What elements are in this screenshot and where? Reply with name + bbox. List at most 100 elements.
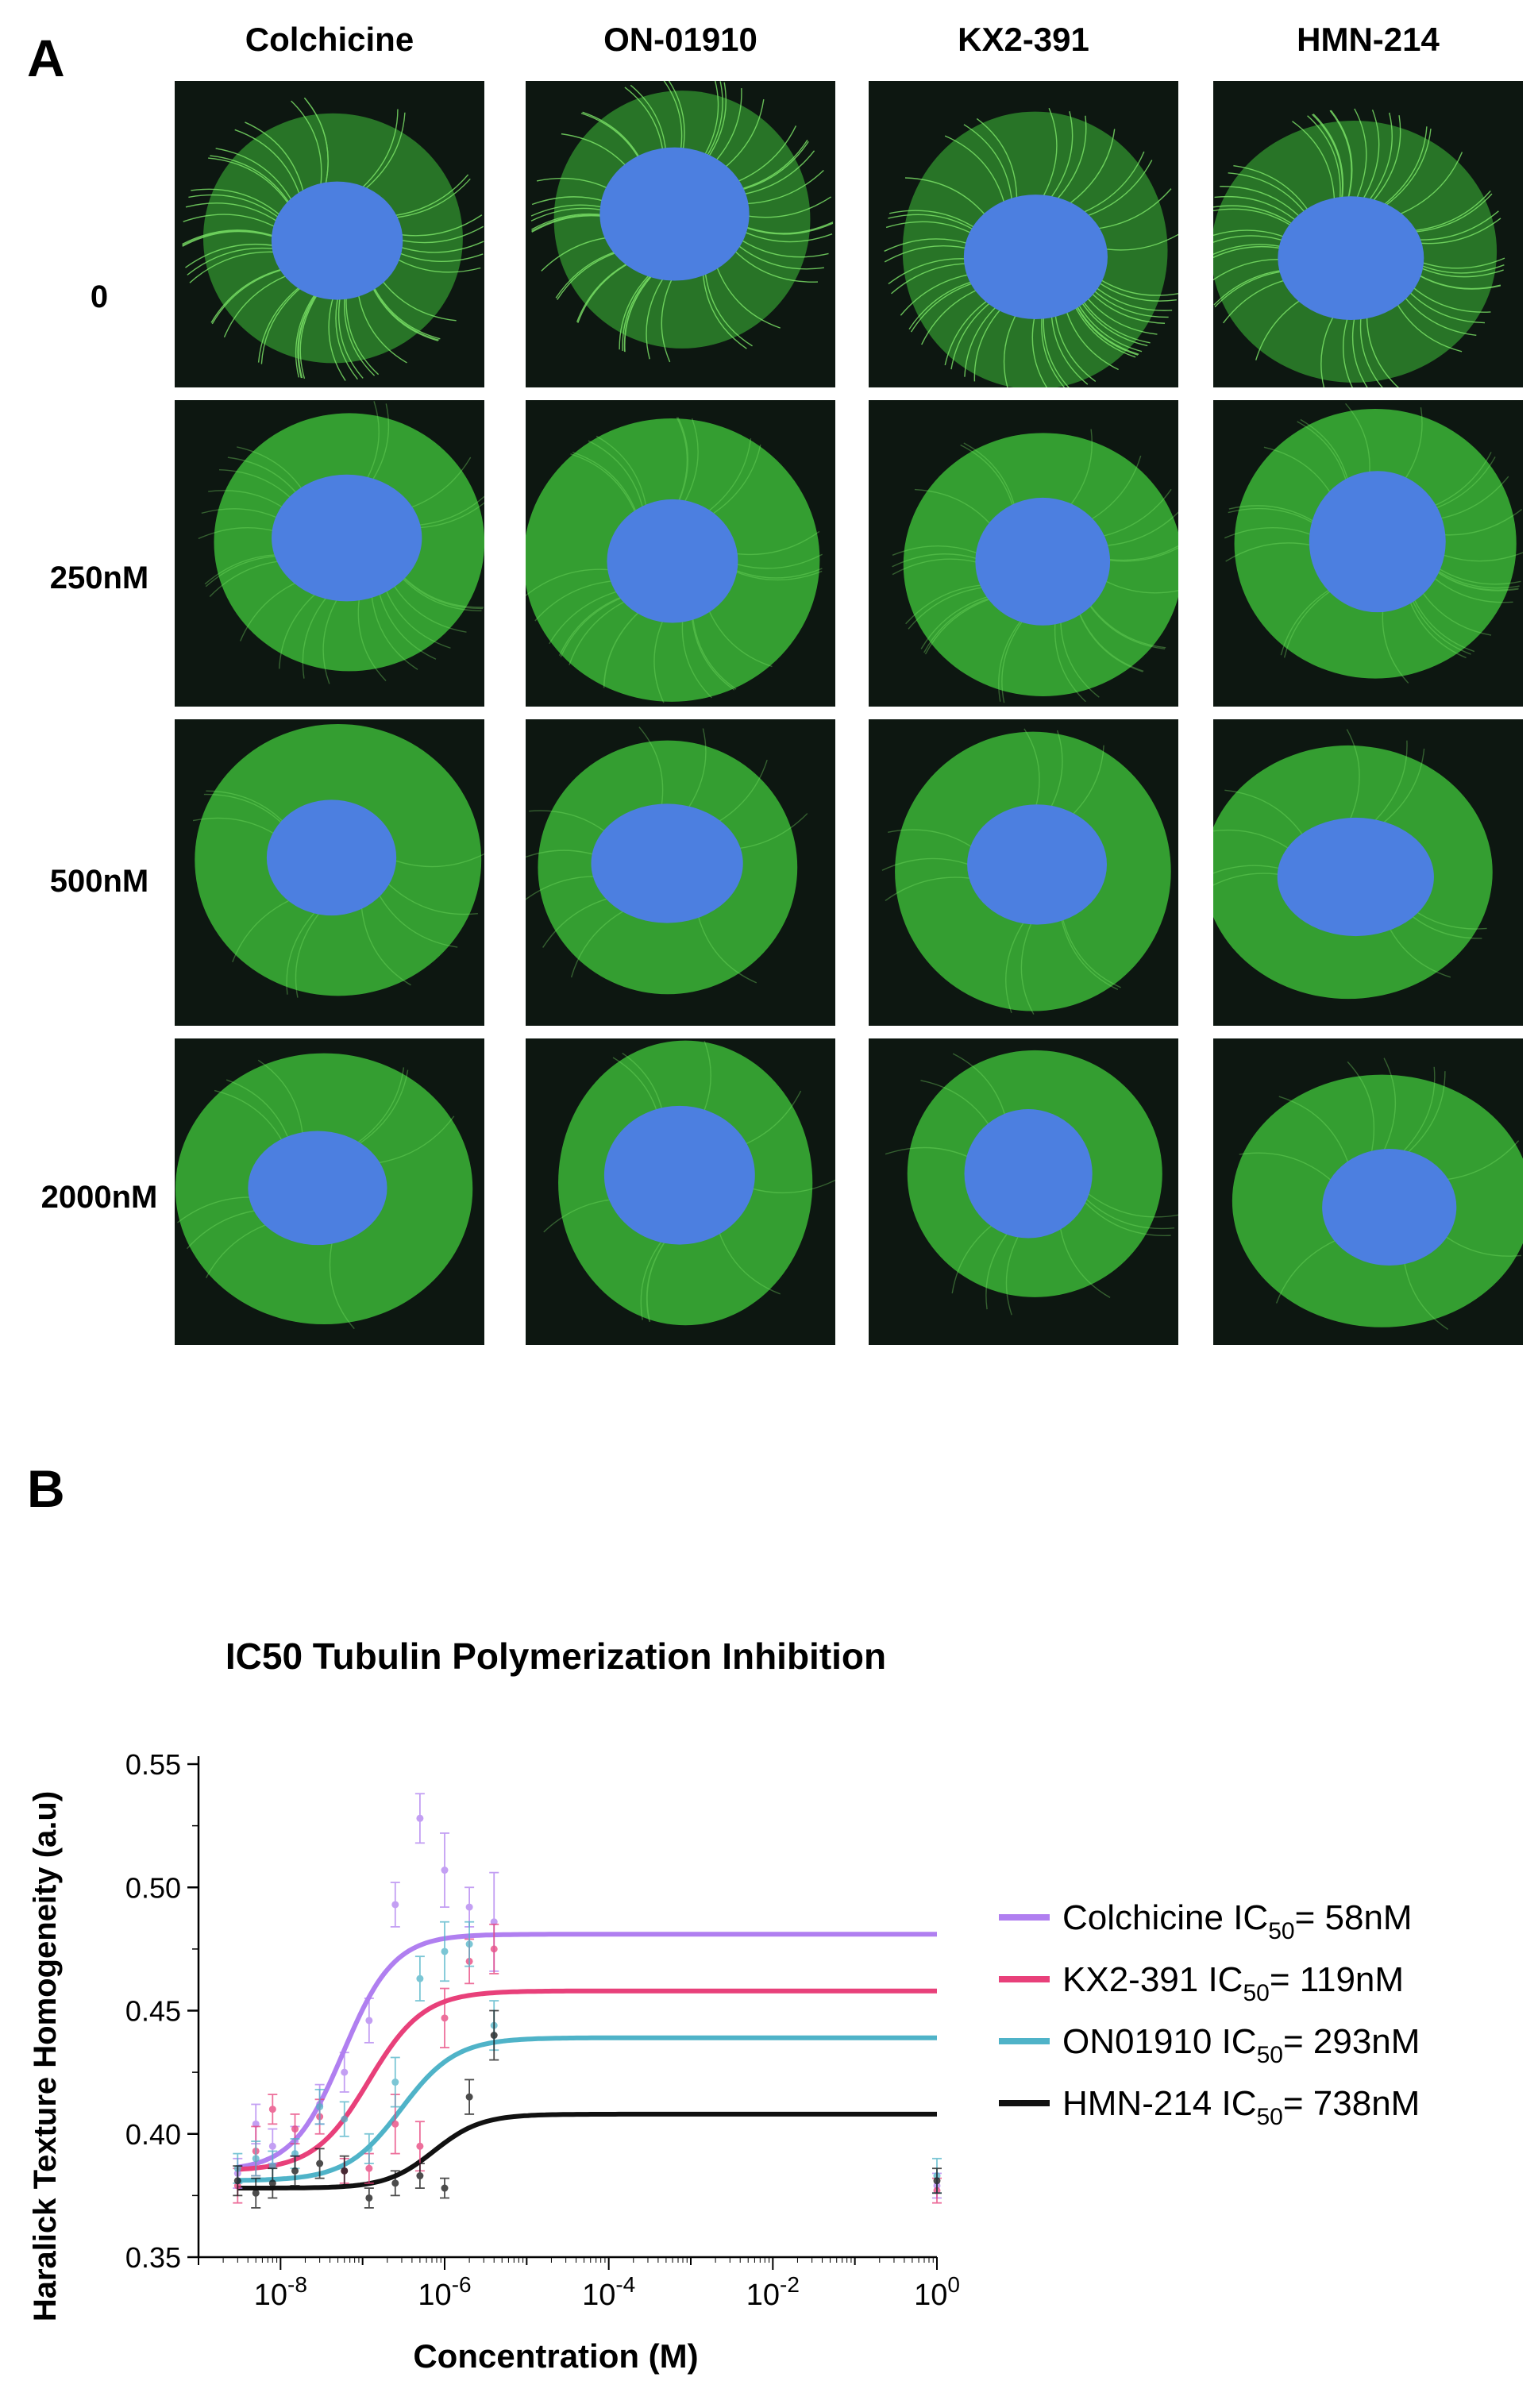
fit-curves (237, 1932, 937, 2190)
legend-item-hmn-214: HMN-214 IC50= 738nM (999, 2084, 1420, 2130)
y-tick-label: 0.40 (125, 2118, 181, 2151)
nucleus (1309, 471, 1446, 613)
data-point-hmn-214 (464, 2079, 475, 2115)
y-tick-label: 0.45 (125, 1995, 181, 2028)
data-point-on01910 (440, 1921, 449, 1982)
micrograph-on-01910-2000nm (526, 1038, 835, 1345)
data-point-on01910 (464, 1921, 475, 1967)
row-label-250nm: 250nM (49, 561, 149, 595)
data-point-on01910 (364, 2133, 374, 2164)
x-axis-label: Concentration (M) (413, 2337, 698, 2375)
data-point-on01910 (390, 2056, 400, 2108)
nucleus (603, 1105, 755, 1245)
fit-curve-on01910 (237, 2035, 937, 2183)
data-point-hmn-214 (414, 2163, 425, 2189)
legend: Colchicine IC50= 58nM KX2-391 IC50= 119nM… (999, 1898, 1420, 2130)
legend-item-colchicine: Colchicine IC50= 58nM (999, 1898, 1413, 1944)
fit-curve-kx2-391 (237, 1988, 937, 2172)
nucleus (1277, 817, 1434, 937)
nucleus (1322, 1149, 1457, 1266)
nucleus (591, 803, 743, 923)
data-point-kx2-391 (440, 1987, 449, 2048)
column-label-colchicine: Colchicine (245, 21, 414, 58)
nucleus (599, 147, 750, 281)
legend-label: Colchicine IC50= 58nM (1062, 1898, 1413, 1944)
data-point-hmn-214 (233, 2165, 243, 2197)
micrograph-hmn-214-2000nm (1213, 1038, 1523, 1345)
fit-curve-colchicine (237, 1932, 937, 2170)
micrograph-kx2-391-0 (869, 81, 1178, 387)
micrograph-kx2-391-250nm (869, 400, 1178, 707)
data-points (233, 1793, 942, 2209)
micrograph-on-01910-250nm (526, 400, 835, 707)
nucleus (272, 474, 422, 602)
data-point-hmn-214 (489, 2009, 499, 2061)
row-label-2000nm: 2000nM (40, 1180, 158, 1215)
x-tick-label: 10-2 (746, 2272, 800, 2312)
micrograph-kx2-391-2000nm (869, 1038, 1178, 1345)
x-tick-label: 10-6 (418, 2272, 471, 2312)
y-tick-label: 0.35 (125, 2241, 181, 2274)
micrograph-hmn-214-250nm (1213, 400, 1523, 707)
column-label-on-01910: ON-01910 (603, 21, 757, 58)
nucleus (271, 181, 403, 300)
data-point-hmn-214 (339, 2155, 349, 2186)
micrograph-colchicine-500nm (175, 719, 484, 1026)
axes: 0.35 0.40 0.45 0.50 0.55 10-8 10-6 10-4 10-2 100 (125, 1748, 960, 2312)
data-point-colchicine (464, 1886, 475, 1928)
data-point-hmn-214 (290, 2155, 300, 2186)
panel-b: B IC50 Tubulin Polymerization Inhibition… (0, 1462, 1538, 2408)
nucleus (967, 804, 1108, 925)
micrograph-colchicine-2000nm (175, 1038, 484, 1345)
legend-label: ON01910 IC50= 293nM (1062, 2022, 1420, 2068)
legend-item-on01910: ON01910 IC50= 293nM (999, 2022, 1420, 2068)
fit-curve-hmn-214 (237, 2111, 937, 2190)
ic50-chart: IC50 Tubulin Polymerization Inhibition C… (28, 1636, 1420, 2375)
data-point-hmn-214 (314, 2148, 325, 2179)
data-point-hmn-214 (390, 2170, 400, 2197)
data-point-hmn-214 (932, 2167, 942, 2194)
micrograph-on-01910-500nm (526, 719, 835, 1026)
panel-b-label: B (27, 1459, 65, 1518)
data-point-on01910 (414, 1955, 425, 2002)
legend-label: KX2-391 IC50= 119nM (1062, 1960, 1404, 2006)
data-point-hmn-214 (251, 2177, 261, 2209)
data-point-colchicine (440, 1832, 449, 1908)
legend-item-kx2-391: KX2-391 IC50= 119nM (999, 1960, 1404, 2006)
data-point-colchicine (390, 1882, 400, 1928)
panel-a-label: A (27, 29, 65, 87)
data-point-colchicine (414, 1793, 425, 1844)
micrograph-colchicine-0 (175, 81, 484, 387)
x-tick-label: 10-4 (582, 2272, 635, 2312)
micrograph-hmn-214-0 (1213, 81, 1523, 387)
data-point-colchicine (339, 2052, 349, 2093)
data-point-kx2-391 (489, 1923, 499, 1975)
data-point-on01910 (314, 2088, 325, 2125)
nucleus (266, 799, 397, 916)
micrograph-colchicine-250nm (175, 400, 484, 707)
x-tick-label: 100 (914, 2272, 960, 2312)
data-point-on01910 (339, 2101, 349, 2137)
chart-title: IC50 Tubulin Polymerization Inhibition (225, 1636, 886, 1677)
nucleus (975, 497, 1111, 626)
nucleus (964, 1109, 1093, 1239)
x-tick-label: 10-8 (254, 2272, 307, 2312)
data-point-hmn-214 (440, 2177, 449, 2199)
nucleus (1278, 196, 1424, 321)
nucleus (963, 195, 1108, 320)
data-point-hmn-214 (364, 2187, 374, 2209)
data-point-colchicine (364, 1998, 374, 2044)
data-point-kx2-391 (364, 2152, 374, 2184)
nucleus (607, 499, 738, 623)
y-axis-label: Haralick Texture Homogeneity (a.u) (28, 1791, 63, 2321)
micrograph-hmn-214-500nm (1213, 719, 1523, 1026)
data-point-hmn-214 (268, 2167, 278, 2199)
data-point-kx2-391 (268, 2094, 278, 2125)
y-tick-label: 0.50 (125, 1871, 181, 1904)
panel-a: A Colchicine ON-01910 KX2-391 HMN-214 0 … (27, 21, 1523, 1345)
micrograph-kx2-391-500nm (869, 719, 1178, 1026)
legend-label: HMN-214 IC50= 738nM (1062, 2084, 1420, 2130)
row-label-500nm: 500nM (49, 864, 149, 899)
micrograph-on-01910-0 (526, 81, 835, 387)
data-point-on01910 (251, 2140, 261, 2177)
